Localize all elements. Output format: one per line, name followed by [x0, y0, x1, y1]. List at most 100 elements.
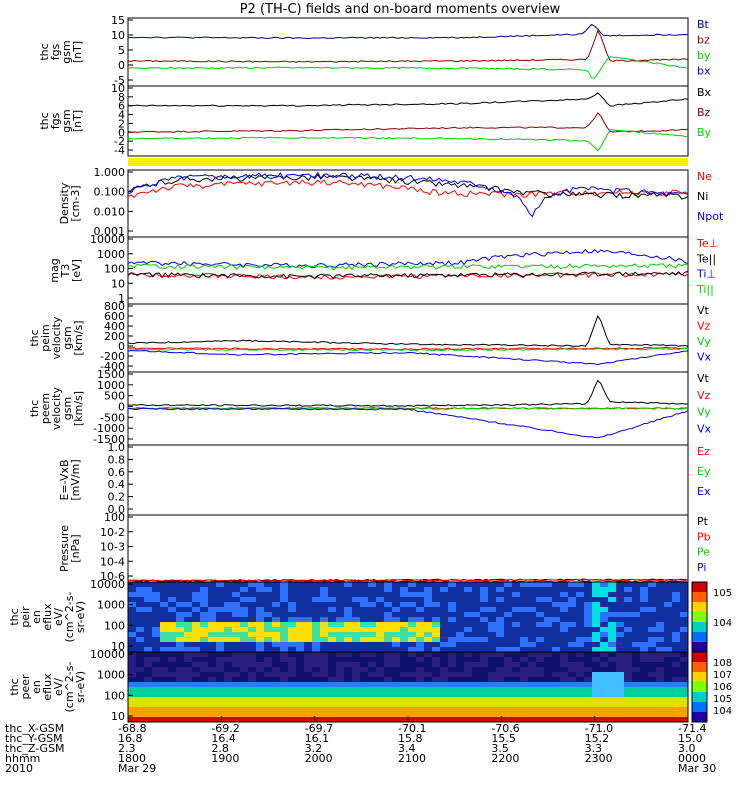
heatmap-cell [504, 612, 513, 618]
heatmap-cell [600, 717, 609, 723]
heatmap-cell [288, 602, 297, 608]
legend-label: Te⊥ [696, 237, 718, 250]
y-tick-label: 0.2 [108, 491, 126, 504]
heatmap-cell [152, 712, 161, 718]
heatmap-cell [136, 637, 145, 643]
heatmap-cell [520, 607, 529, 613]
heatmap-cell [448, 647, 457, 653]
heatmap-cell [296, 692, 305, 698]
heatmap-cell [408, 702, 417, 708]
heatmap-cell [656, 662, 665, 668]
heatmap-cell [184, 667, 193, 673]
heatmap-cell [432, 717, 441, 723]
heatmap-cell [536, 667, 545, 673]
heatmap-cell [584, 692, 593, 698]
heatmap-cell [232, 662, 241, 668]
heatmap-cell [416, 667, 425, 673]
heatmap-cell [584, 582, 593, 588]
heatmap-cell [632, 652, 641, 658]
y-axis-label-line: fgs [49, 112, 62, 129]
heatmap-cell [144, 602, 153, 608]
heatmap-cell [184, 602, 193, 608]
heatmap-cell [232, 657, 241, 663]
heatmap-cell [664, 602, 673, 608]
y-axis-label-line: [nPa] [69, 534, 82, 562]
heatmap-cell [368, 652, 377, 658]
heatmap-cell [208, 717, 217, 723]
heatmap-cell [240, 707, 249, 713]
heatmap-cell [504, 617, 513, 623]
heatmap-cell [272, 667, 281, 673]
heatmap-cell [544, 657, 553, 663]
heatmap-cell [256, 677, 265, 683]
heatmap-cell [640, 702, 649, 708]
heatmap-cell [520, 657, 529, 663]
heatmap-cell [360, 682, 369, 688]
heatmap-cell [168, 672, 177, 678]
heatmap-cell [568, 647, 577, 653]
heatmap-cell [200, 682, 209, 688]
heatmap-cell [256, 717, 265, 723]
heatmap-cell [568, 602, 577, 608]
heatmap-cell [144, 702, 153, 708]
heatmap-cell [392, 687, 401, 693]
heatmap-cell [296, 627, 305, 633]
heatmap-cell [496, 707, 505, 713]
heatmap-cell [616, 612, 625, 618]
heatmap-cell [264, 607, 273, 613]
heatmap-cell [264, 667, 273, 673]
heatmap-cell [480, 662, 489, 668]
heatmap-cell [616, 707, 625, 713]
heatmap-cell [352, 662, 361, 668]
heatmap-cell [344, 652, 353, 658]
heatmap-cell [368, 667, 377, 673]
heatmap-cell [592, 627, 601, 633]
heatmap-cell [256, 697, 265, 703]
heatmap-cell [528, 677, 537, 683]
heatmap-cell [128, 712, 137, 718]
heatmap-cell [480, 632, 489, 638]
heatmap-cell [344, 662, 353, 668]
heatmap-cell [176, 622, 185, 628]
heatmap-cell [400, 642, 409, 648]
heatmap-cell [304, 597, 313, 603]
heatmap-cell [344, 612, 353, 618]
heatmap-cell [648, 617, 657, 623]
heatmap-cell [496, 717, 505, 723]
heatmap-cell [376, 642, 385, 648]
heatmap-cell [488, 587, 497, 593]
series-line-Bt [127, 23, 689, 40]
heatmap-cell [256, 647, 265, 653]
heatmap-cell [408, 592, 417, 598]
heatmap-cell [512, 717, 521, 723]
heatmap-cell [192, 687, 201, 693]
heatmap-cell [400, 702, 409, 708]
heatmap-cell [424, 642, 433, 648]
heatmap-cell [592, 582, 601, 588]
heatmap-cell [360, 602, 369, 608]
heatmap-cell [296, 707, 305, 713]
heatmap-cell [136, 592, 145, 598]
heatmap-cell [216, 617, 225, 623]
heatmap-cell [376, 682, 385, 688]
panel-peir-spectrogram: 10510410000100010010thcpeirenefluxeV/(cm… [8, 578, 732, 653]
heatmap-cell [632, 687, 641, 693]
heatmap-cell [488, 617, 497, 623]
heatmap-cell [264, 637, 273, 643]
heatmap-cell [600, 687, 609, 693]
heatmap-cell [408, 622, 417, 628]
heatmap-cell [368, 682, 377, 688]
heatmap-cell [640, 692, 649, 698]
heatmap-cell [280, 622, 289, 628]
heatmap-cell [224, 632, 233, 638]
heatmap-cell [376, 587, 385, 593]
heatmap-cell [632, 617, 641, 623]
heatmap-cell [192, 637, 201, 643]
heatmap-cell [592, 687, 601, 693]
heatmap-cell [152, 667, 161, 673]
heatmap-cell [168, 637, 177, 643]
heatmap-cell [152, 642, 161, 648]
series-line-Vy [127, 347, 689, 352]
heatmap-cell [528, 697, 537, 703]
heatmap-cell [216, 687, 225, 693]
